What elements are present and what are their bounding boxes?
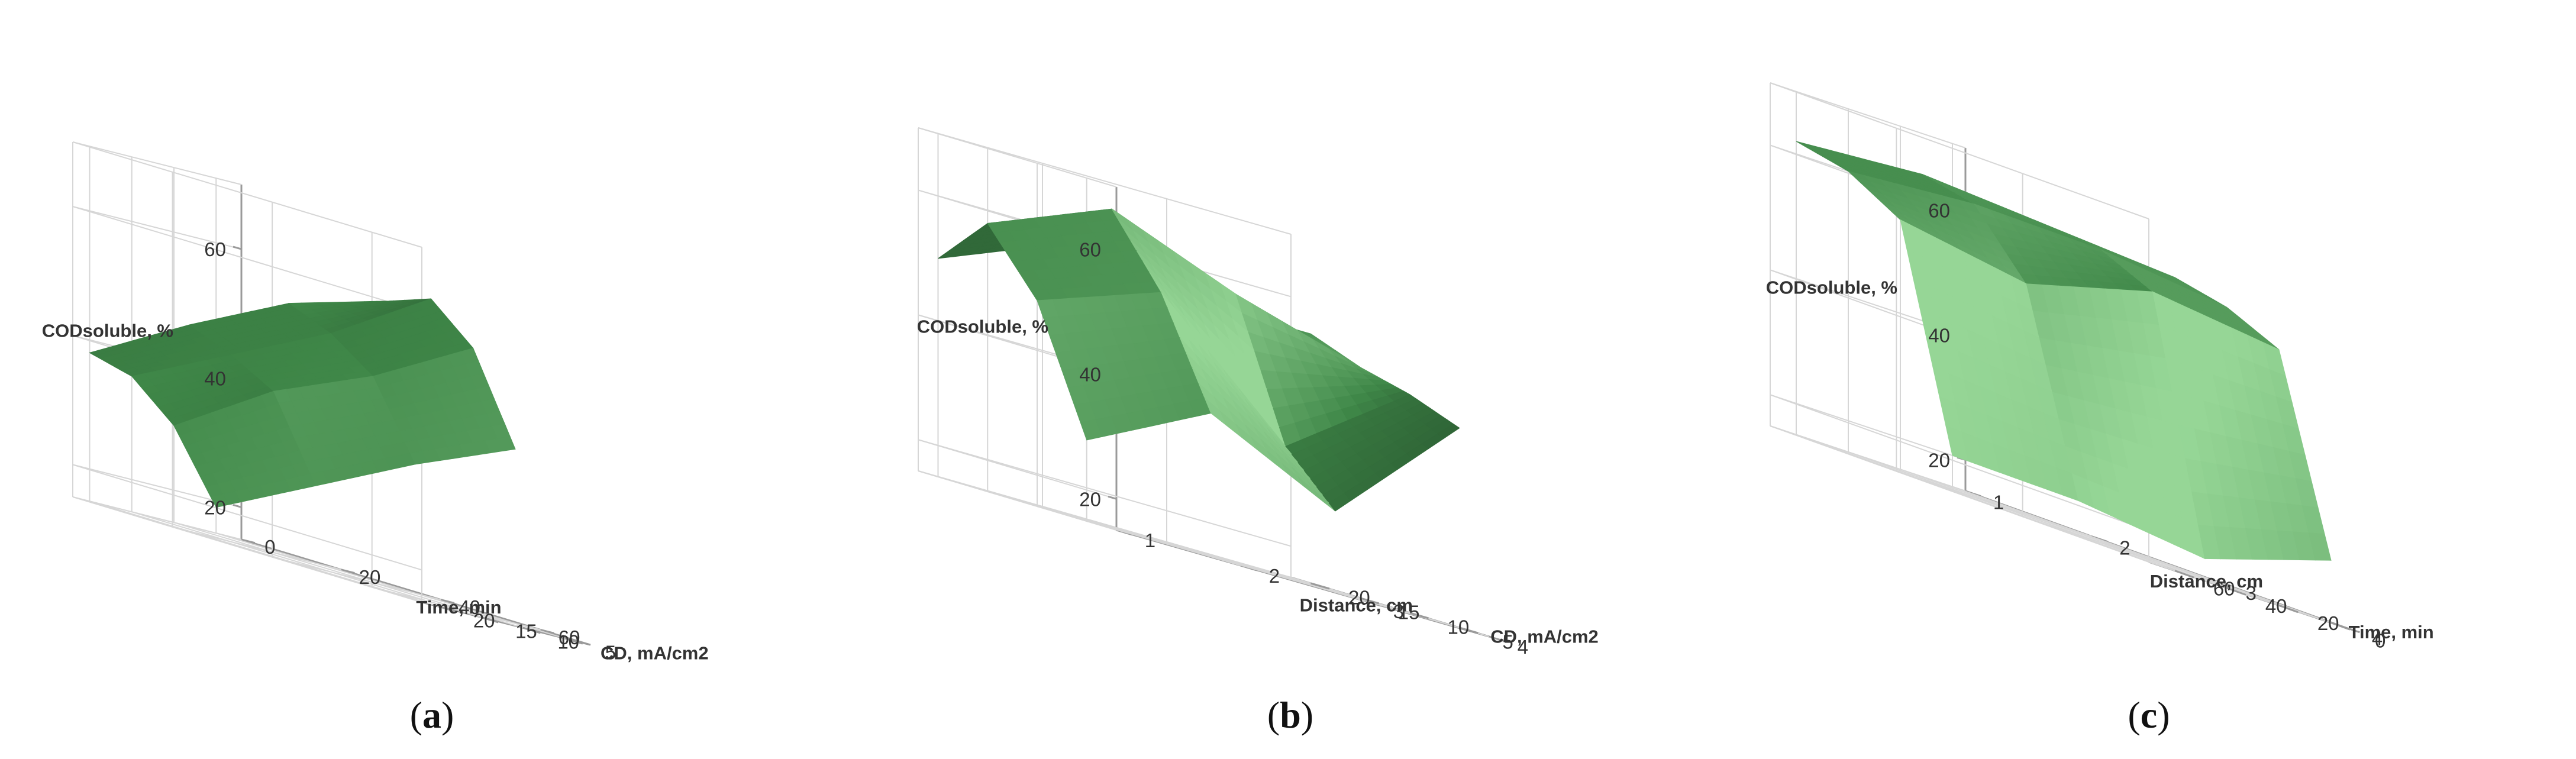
floor-edge xyxy=(72,496,422,603)
y-tick-label: 15 xyxy=(1398,601,1420,623)
z-tick-label: 60 xyxy=(1079,238,1101,260)
x-tick-label: 40 xyxy=(459,596,480,618)
y-gridline xyxy=(131,511,482,618)
y-tick-label: 10 xyxy=(1448,616,1470,638)
y-gridline xyxy=(1848,451,2228,589)
x-axis-title: Distance, cm xyxy=(2150,571,2263,592)
surface-patch xyxy=(1437,423,1460,439)
y-gridline xyxy=(987,491,1361,599)
y-gridline xyxy=(1952,486,2332,624)
wall-edge xyxy=(918,127,1292,235)
z-axis-title: CODsoluble, % xyxy=(1766,277,1897,298)
y-gridline xyxy=(1900,469,2280,606)
x-tick-label: 0 xyxy=(264,536,275,558)
y-gridline xyxy=(173,522,524,629)
y-tick-label: 40 xyxy=(2265,595,2287,617)
z-gridline xyxy=(1770,394,1966,461)
z-axis-title: CODsoluble, % xyxy=(917,316,1048,337)
y-axis-title: CD, mA/cm2 xyxy=(601,642,709,663)
y-tick-mark xyxy=(480,616,499,624)
z-tick-label: 60 xyxy=(204,238,226,260)
z-tick-mark xyxy=(233,504,242,508)
surface-patch xyxy=(497,436,516,451)
y-tick-label: 20 xyxy=(1348,586,1370,608)
z-gridline xyxy=(918,439,1292,547)
z-tick-mark xyxy=(233,246,242,250)
x-tick-label: 60 xyxy=(559,626,580,648)
z-tick-label: 40 xyxy=(1928,324,1950,346)
x-tick-label: 20 xyxy=(359,566,381,588)
y-tick-mark xyxy=(2174,570,2194,579)
y-tick-mark xyxy=(1409,612,1429,619)
panel-label-a: (a) xyxy=(410,694,454,736)
x-tick-label: 3 xyxy=(1393,600,1404,622)
y-axis-title: CD, mA/cm2 xyxy=(1490,626,1599,647)
wall-edge xyxy=(1770,82,1966,148)
z-tick-label: 20 xyxy=(1079,488,1101,510)
z-tick-label: 40 xyxy=(204,367,226,389)
chart-panel-c: 1 2 3 4 0 20 40 60 20 40 60 Distance, cm Time, min CO… xyxy=(1717,0,2576,759)
y-gridline xyxy=(938,476,1311,584)
y-gridline xyxy=(215,532,566,640)
z-gridline xyxy=(1770,394,2149,532)
z-tick-label: 20 xyxy=(1928,449,1950,471)
x-axis-title: Time, min xyxy=(416,597,501,618)
z-gridline xyxy=(72,464,422,571)
x-tick-label: 2 xyxy=(2119,537,2130,558)
x-tick-label: 4 xyxy=(1518,636,1528,658)
z-tick-label: 40 xyxy=(1079,363,1101,385)
floor-edge xyxy=(1770,425,2149,563)
y-gridline xyxy=(89,500,439,608)
x-tick-label: 2 xyxy=(1269,565,1280,587)
x-tick-mark xyxy=(341,569,355,574)
wall-edge xyxy=(1770,82,2149,219)
z-tick-mark xyxy=(1108,495,1117,500)
y-axis-title: Time, min xyxy=(2349,622,2434,642)
wall-edge xyxy=(72,141,422,248)
y-tick-label: 20 xyxy=(473,609,495,631)
y-tick-label: 20 xyxy=(2317,612,2339,634)
x-tick-label: 3 xyxy=(2246,582,2257,604)
z-tick-label: 60 xyxy=(1928,199,1950,221)
x-tick-mark xyxy=(1489,635,1506,642)
x-tick-mark xyxy=(440,599,455,604)
x-tick-mark xyxy=(241,538,256,544)
y-tick-label: 5 xyxy=(1502,631,1513,653)
y-tick-mark xyxy=(522,626,541,634)
y-tick-mark xyxy=(1310,582,1330,590)
x-tick-label: 1 xyxy=(1145,529,1155,551)
y-tick-mark xyxy=(564,637,583,645)
y-gridline xyxy=(1796,434,2175,571)
y-gridline xyxy=(1086,521,1460,628)
z-tick-label: 20 xyxy=(204,496,226,518)
y-tick-label: 60 xyxy=(2213,578,2235,600)
chart-b-svg: 1 2 3 45 10 15 20 20 40 60 Distance, cm CD, mA/cm2 C… xyxy=(917,127,1599,736)
y-tick-mark xyxy=(2226,587,2246,596)
panel-label-b: (b) xyxy=(1267,694,1313,736)
x-tick-mark xyxy=(540,629,554,634)
y-tick-label: 10 xyxy=(557,631,579,653)
y-gridline xyxy=(1037,506,1410,613)
y-tick-mark xyxy=(1459,626,1479,634)
y-tick-label: 15 xyxy=(515,620,537,642)
y-tick-mark xyxy=(1360,597,1380,605)
x-tick-label: 1 xyxy=(1993,492,2004,513)
x-tick-label: 4 xyxy=(2372,628,2383,650)
chart-panel-a: 0 20 40 60 5 10 15 20 20 40 60 Time, min CD, mA/cm2 C… xyxy=(0,0,858,759)
z-gridline xyxy=(72,206,242,250)
y-tick-mark xyxy=(2330,622,2351,631)
surface-patch xyxy=(2308,532,2332,561)
y-tick-mark xyxy=(438,605,457,613)
y-tick-mark xyxy=(2278,604,2299,613)
wall-edge xyxy=(72,141,242,185)
z-axis-title: CODsoluble, % xyxy=(42,320,173,341)
z-gridline xyxy=(72,206,422,313)
y-tick-label: 5 xyxy=(605,641,616,663)
y-tick-label: 0 xyxy=(2375,630,2385,652)
panel-label-c: (c) xyxy=(2128,694,2170,736)
chart-panel-b: 1 2 3 4 5 10 15 20 20 40 60 Distance, cm CD, mA/cm2 C… xyxy=(858,0,1717,759)
x-axis-title: Distance, cm xyxy=(1300,595,1413,616)
